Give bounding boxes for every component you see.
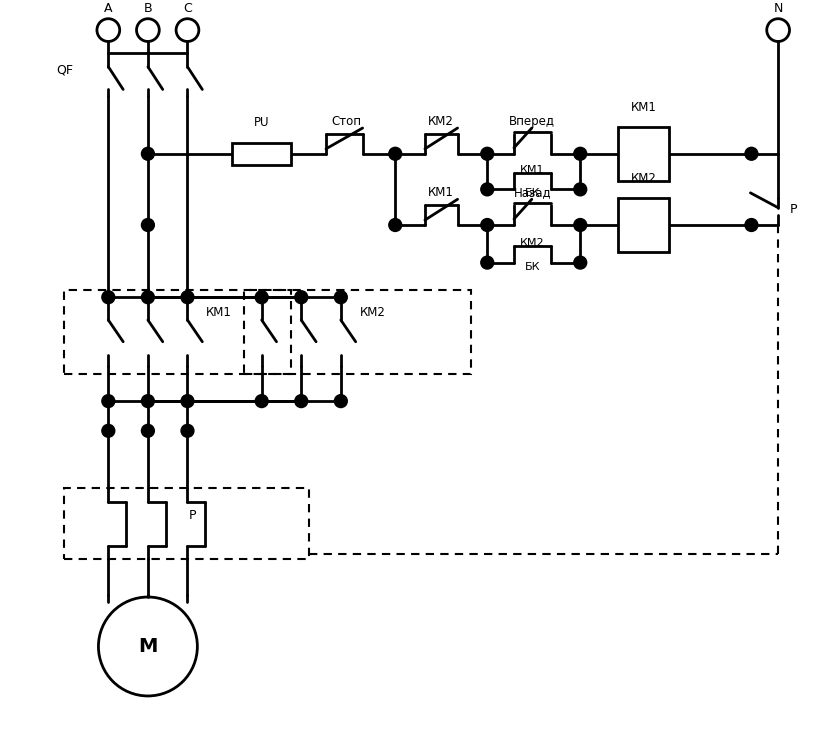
Text: N: N (773, 2, 782, 15)
Circle shape (389, 219, 401, 231)
Circle shape (102, 424, 115, 437)
Circle shape (389, 147, 401, 160)
Circle shape (481, 256, 494, 269)
Text: БК: БК (524, 188, 540, 198)
Circle shape (141, 147, 155, 160)
Bar (64, 290, 292, 375)
Text: КМ2: КМ2 (520, 238, 544, 248)
Circle shape (102, 291, 115, 304)
Text: P: P (790, 203, 798, 217)
Text: КМ1: КМ1 (520, 165, 544, 175)
Text: БК: БК (524, 262, 540, 272)
Bar (244, 290, 472, 375)
Bar (64, 488, 309, 559)
Circle shape (141, 424, 155, 437)
Text: A: A (104, 2, 113, 15)
Text: P: P (189, 510, 196, 523)
Circle shape (481, 183, 494, 196)
Circle shape (573, 147, 587, 160)
Text: C: C (183, 2, 191, 15)
Circle shape (141, 291, 155, 304)
Text: КМ1: КМ1 (206, 305, 232, 319)
Text: Стоп: Стоп (331, 114, 361, 128)
Text: B: B (144, 2, 152, 15)
Circle shape (181, 394, 194, 408)
Text: КМ1: КМ1 (630, 101, 656, 114)
Circle shape (573, 183, 587, 196)
Circle shape (141, 219, 155, 231)
Circle shape (141, 394, 155, 408)
Circle shape (334, 394, 347, 408)
Circle shape (255, 291, 268, 304)
Circle shape (255, 394, 268, 408)
Circle shape (745, 219, 758, 231)
Text: Назад: Назад (513, 186, 551, 199)
Text: КМ1: КМ1 (428, 186, 454, 199)
Text: PU: PU (254, 116, 269, 128)
Circle shape (102, 394, 115, 408)
Circle shape (573, 219, 587, 231)
Bar (232, 143, 292, 165)
Text: Вперед: Вперед (509, 114, 555, 128)
Text: М: М (138, 637, 157, 656)
Circle shape (745, 147, 758, 160)
Text: КМ2: КМ2 (630, 172, 656, 185)
Bar (618, 198, 670, 252)
Circle shape (295, 394, 308, 408)
Text: КМ2: КМ2 (359, 305, 385, 319)
Text: КМ2: КМ2 (428, 114, 454, 128)
Bar (618, 127, 670, 181)
Text: QF: QF (56, 63, 73, 76)
Circle shape (295, 291, 308, 304)
Circle shape (481, 147, 494, 160)
Circle shape (181, 291, 194, 304)
Circle shape (334, 291, 347, 304)
Circle shape (181, 424, 194, 437)
Circle shape (573, 256, 587, 269)
Circle shape (481, 219, 494, 231)
